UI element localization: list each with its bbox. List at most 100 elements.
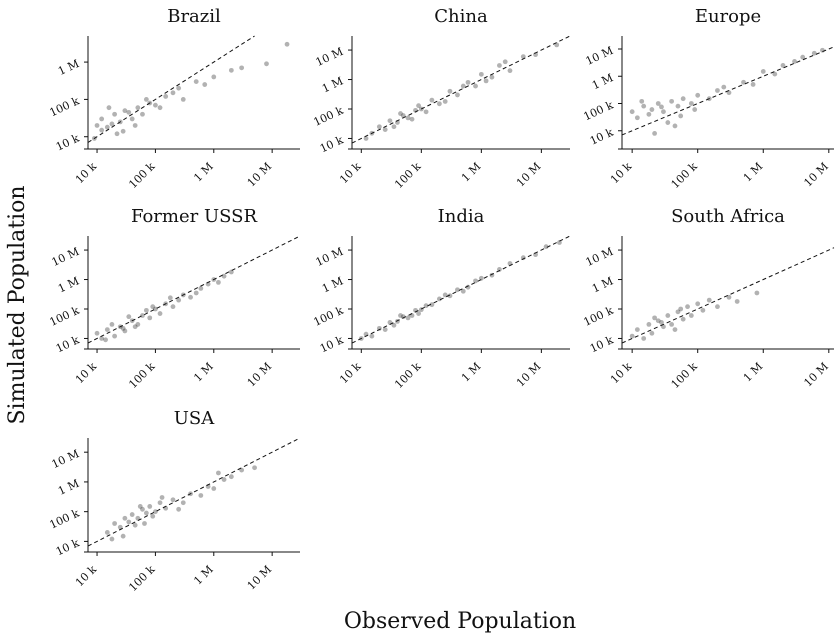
data-point xyxy=(129,512,135,517)
data-point xyxy=(99,336,105,341)
data-point xyxy=(675,103,681,109)
x-tick-label: 10 M xyxy=(801,360,831,390)
data-point xyxy=(754,290,760,296)
data-point xyxy=(655,101,661,106)
data-point xyxy=(678,113,684,119)
data-point xyxy=(176,506,182,512)
data-point xyxy=(652,315,658,321)
data-point xyxy=(94,123,100,128)
data-point xyxy=(157,311,163,316)
reference-line xyxy=(87,235,301,344)
y-tick-label: 10 k xyxy=(54,333,82,355)
y-tick-label: 10 M xyxy=(314,245,346,269)
data-point xyxy=(695,301,701,307)
data-point xyxy=(117,324,123,330)
x-tick-label: 10 k xyxy=(337,160,364,187)
data-point xyxy=(646,111,652,117)
data-point xyxy=(533,252,538,258)
data-point xyxy=(409,116,415,122)
data-point xyxy=(114,131,120,137)
x-axis-title: Observed Population xyxy=(344,609,576,634)
data-point xyxy=(109,121,115,127)
data-point xyxy=(198,285,204,291)
data-point xyxy=(376,325,382,331)
data-point xyxy=(398,111,403,116)
panel-china: China 10 k 100 k 1 M 10 M 10 k 100 k 1 M 10 M xyxy=(312,6,571,191)
data-point xyxy=(135,515,141,521)
data-point xyxy=(211,486,217,491)
data-point xyxy=(792,59,797,64)
y-tick-label: 1 M xyxy=(590,71,615,92)
data-point xyxy=(688,101,694,106)
data-point xyxy=(228,67,234,73)
data-point xyxy=(153,306,158,312)
x-tick-label: 10 k xyxy=(608,360,635,387)
data-point xyxy=(634,327,640,332)
data-point xyxy=(416,311,421,316)
data-point xyxy=(122,515,128,521)
data-point xyxy=(395,120,400,125)
data-point xyxy=(135,322,141,327)
y-tick-label: 100 k xyxy=(48,506,82,531)
data-point xyxy=(112,521,118,526)
data-point xyxy=(216,470,221,476)
x-tick-label: 100 k xyxy=(669,360,700,391)
data-point xyxy=(387,320,393,325)
data-point xyxy=(429,302,435,308)
y-tick-label: 10 k xyxy=(588,333,616,355)
data-point xyxy=(750,82,756,87)
panel-title: USA xyxy=(174,408,216,429)
data-point xyxy=(99,127,105,133)
data-point xyxy=(520,54,526,59)
x-tick-label: 10 k xyxy=(608,160,635,187)
data-point xyxy=(543,244,549,250)
data-point xyxy=(157,105,163,111)
data-point xyxy=(423,303,429,309)
data-point xyxy=(533,52,538,58)
data-point xyxy=(120,128,126,134)
data-point xyxy=(147,100,153,106)
data-point xyxy=(109,322,115,327)
data-point xyxy=(143,97,149,102)
y-tick-label: 10 M xyxy=(314,45,346,69)
data-point xyxy=(652,130,658,136)
data-point xyxy=(391,322,397,328)
data-point xyxy=(659,320,664,325)
data-point xyxy=(655,318,661,324)
data-point xyxy=(153,509,158,515)
data-point xyxy=(554,42,560,48)
data-point xyxy=(473,278,478,284)
data-point xyxy=(661,109,666,115)
x-tick-label: 10 M xyxy=(801,160,831,190)
y-tick-label: 1 M xyxy=(590,274,615,295)
data-point xyxy=(447,88,453,94)
data-point xyxy=(447,293,453,299)
data-point xyxy=(109,536,115,542)
data-point xyxy=(228,269,234,275)
x-tick-label: 10 M xyxy=(514,360,544,390)
data-point xyxy=(400,314,406,320)
data-point xyxy=(659,104,664,110)
panel-brazil: Brazil 10 k 100 k 1 M 10 M 10 k 100 k 1 M xyxy=(48,6,300,191)
data-point xyxy=(520,255,526,261)
data-point xyxy=(369,130,375,136)
data-point xyxy=(700,307,706,313)
data-point xyxy=(442,99,448,104)
reference-line xyxy=(87,437,301,547)
data-point xyxy=(140,111,145,117)
data-point xyxy=(760,69,766,74)
y-tick-label: 100 k xyxy=(582,98,616,123)
data-point xyxy=(369,333,375,339)
data-point xyxy=(284,41,290,47)
y-tick-label: 1 M xyxy=(320,74,345,95)
data-point xyxy=(400,113,406,118)
reference-line xyxy=(351,235,571,344)
data-point xyxy=(135,105,141,111)
data-point xyxy=(678,306,684,312)
data-point xyxy=(629,333,635,339)
data-point xyxy=(170,304,176,310)
data-point xyxy=(661,324,666,330)
data-point xyxy=(395,318,400,324)
x-tick-label: 1 M xyxy=(191,160,216,185)
y-tick-label: 10 M xyxy=(50,245,82,269)
